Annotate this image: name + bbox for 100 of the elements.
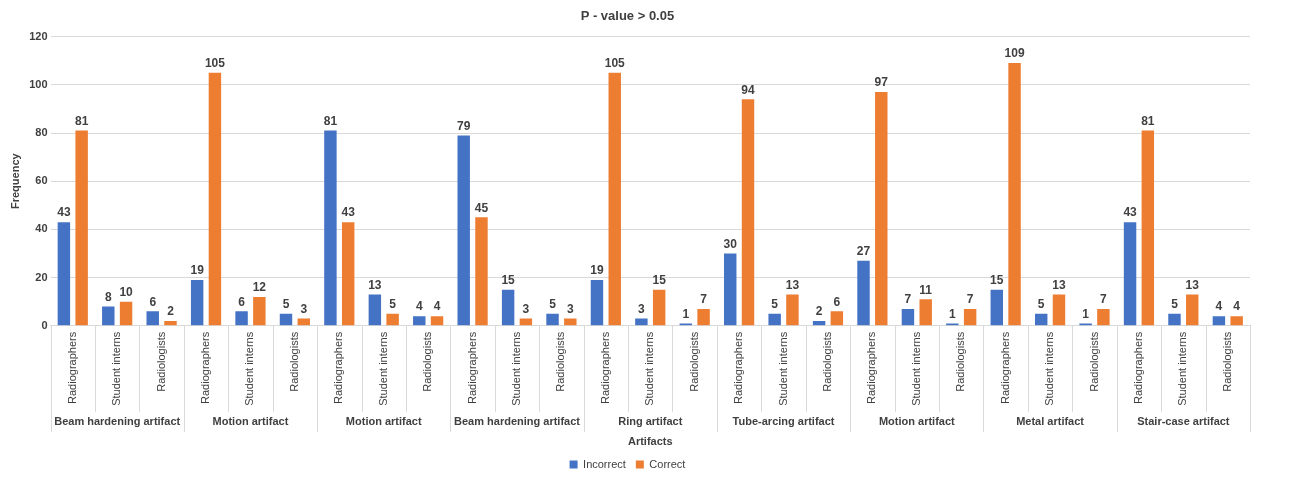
data-label: 13	[1185, 277, 1200, 292]
data-label: 12	[252, 280, 267, 295]
data-label: 2	[167, 304, 175, 319]
data-label: 30	[723, 236, 738, 251]
bar	[279, 313, 293, 326]
data-label: 109	[1004, 46, 1025, 61]
data-label: 4	[1233, 299, 1241, 314]
x-tick-label: Radiologists	[154, 331, 167, 392]
x-tick-label: Radiographers	[332, 331, 345, 404]
bar	[102, 306, 115, 326]
data-label: 4	[415, 299, 423, 314]
bar	[253, 296, 266, 326]
bar	[901, 308, 915, 326]
bar	[1052, 294, 1066, 326]
legend-label: Correct	[649, 457, 686, 470]
data-label: 5	[1171, 297, 1179, 312]
x-tick-label: Student interns	[376, 331, 389, 406]
y-tick-label: 80	[35, 126, 48, 139]
x-tick-label: Student interns	[1043, 331, 1056, 406]
bar	[963, 308, 977, 326]
bar	[430, 316, 444, 326]
bar	[857, 260, 870, 326]
bar	[652, 289, 666, 326]
data-label: 8	[104, 289, 112, 304]
bar	[164, 320, 177, 326]
text: Motion artifact	[878, 414, 956, 427]
legend-label: Incorrect	[583, 457, 626, 470]
data-label: 10	[119, 285, 134, 300]
data-label: 5	[771, 297, 779, 312]
x-tick-label: Radiologists	[287, 331, 300, 392]
x-tick-label: Radiologists	[1087, 331, 1100, 392]
data-label: 105	[604, 56, 626, 71]
x-tick-label: Radiographers	[998, 331, 1011, 404]
bar	[608, 72, 621, 326]
text: Tube-arcing artifact	[732, 414, 835, 427]
bar	[786, 294, 799, 326]
bar	[119, 301, 133, 326]
bar	[368, 294, 382, 326]
bar	[475, 217, 488, 326]
bar	[564, 318, 577, 326]
x-tick-label: Radiographers	[65, 331, 78, 404]
bar	[875, 92, 888, 326]
bar	[830, 311, 844, 326]
bar	[1123, 222, 1137, 326]
data-label: 43	[1123, 205, 1138, 220]
data-label: 7	[904, 292, 912, 307]
x-tick-label: Radiographers	[598, 331, 611, 404]
y-tick-label: 100	[29, 77, 48, 90]
data-label: 27	[856, 244, 871, 259]
data-label: 5	[1037, 297, 1045, 312]
data-label: 6	[238, 294, 246, 309]
data-label: 1	[949, 306, 957, 321]
chart-title: P - value > 0.05	[580, 8, 675, 24]
bar	[590, 280, 604, 326]
bar	[1141, 130, 1155, 326]
x-tick-label: Student interns	[243, 331, 256, 406]
data-label: 2	[815, 304, 823, 319]
x-tick-label: Radiologists	[421, 331, 434, 392]
bar	[741, 99, 755, 326]
data-label: 105	[204, 56, 226, 71]
data-label: 15	[501, 272, 516, 287]
text: Ring artifact	[618, 414, 683, 427]
x-tick-label: Student interns	[510, 331, 523, 406]
x-axis-title: Artifacts	[627, 435, 673, 448]
bar	[146, 311, 159, 326]
y-tick-label: 120	[29, 29, 48, 42]
bar	[386, 313, 399, 326]
bar	[635, 318, 648, 326]
data-label: 97	[874, 75, 889, 90]
x-tick-label: Radiographers	[865, 331, 878, 404]
x-tick-label: Student interns	[110, 331, 123, 406]
bar	[1034, 313, 1048, 326]
bar	[1097, 308, 1110, 326]
x-tick-label: Radiographers	[1131, 331, 1144, 404]
data-label: 43	[341, 205, 356, 220]
x-tick-label: Radiologists	[687, 331, 700, 392]
bar	[919, 299, 932, 326]
bar	[768, 313, 781, 326]
x-tick-label: Radiographers	[199, 331, 212, 404]
text: Beam hardening artifact	[454, 414, 581, 427]
bar	[1230, 316, 1243, 326]
bar	[413, 316, 426, 326]
bar	[724, 253, 737, 326]
x-tick-label: Student interns	[643, 331, 656, 406]
data-label: 19	[190, 263, 205, 278]
text: Metal artifact	[1016, 414, 1085, 427]
data-label: 45	[474, 200, 489, 215]
data-label: 6	[149, 294, 157, 309]
data-label: 1	[1082, 306, 1090, 321]
data-label: 7	[966, 292, 974, 307]
y-tick-label: 20	[35, 270, 48, 283]
bar	[1212, 316, 1226, 326]
data-label: 1	[682, 306, 690, 321]
data-label: 15	[990, 272, 1004, 287]
y-axis-title: Frequency	[8, 152, 21, 210]
x-tick-label: Student interns	[1176, 331, 1189, 406]
data-label: 81	[74, 113, 89, 128]
data-label: 19	[590, 263, 604, 278]
bar	[75, 130, 88, 326]
y-tick-label: 40	[35, 222, 48, 235]
